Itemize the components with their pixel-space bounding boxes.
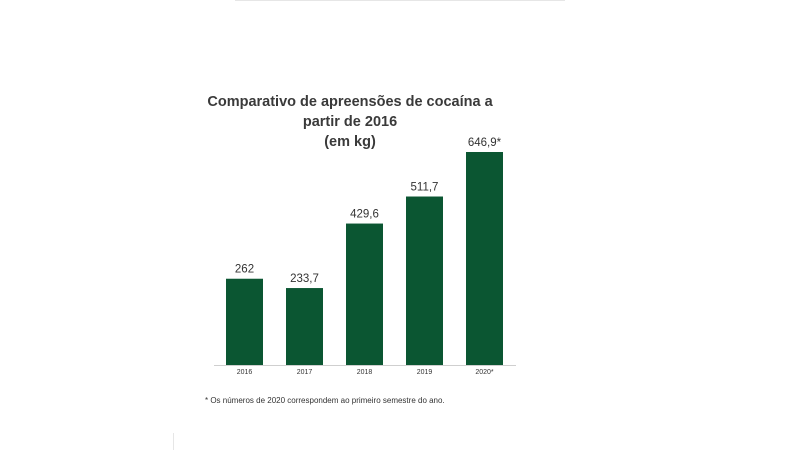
tick-label-2020*: 2020* <box>475 369 494 376</box>
bar-2020* <box>466 152 503 365</box>
tick-label-2018: 2018 <box>357 369 373 376</box>
edge-divider <box>173 433 174 450</box>
data-label-2017: 233,7 <box>290 273 319 285</box>
data-label-2016: 262 <box>235 264 254 276</box>
chart-title-block: Comparativo de apreensões de cocaína a p… <box>190 92 510 152</box>
bar-2016 <box>226 278 263 365</box>
bar-2017 <box>286 288 323 365</box>
data-label-2019: 511,7 <box>411 182 439 194</box>
tick-label-2017: 2017 <box>297 369 313 376</box>
chart-footnote: * Os números de 2020 correspondem ao pri… <box>205 396 445 405</box>
tick-label-2016: 2016 <box>237 369 253 376</box>
data-label-2020*: 646,9* <box>468 137 502 149</box>
bar-2018 <box>346 223 383 365</box>
data-label-2018: 429,6 <box>350 209 379 221</box>
tick-label-2019: 2019 <box>417 369 433 376</box>
chart-subtitle: (em kg) <box>324 134 376 150</box>
bar-2019 <box>406 196 443 365</box>
top-divider <box>235 0 565 1</box>
chart-title: Comparativo de apreensões de cocaína a p… <box>207 94 493 130</box>
